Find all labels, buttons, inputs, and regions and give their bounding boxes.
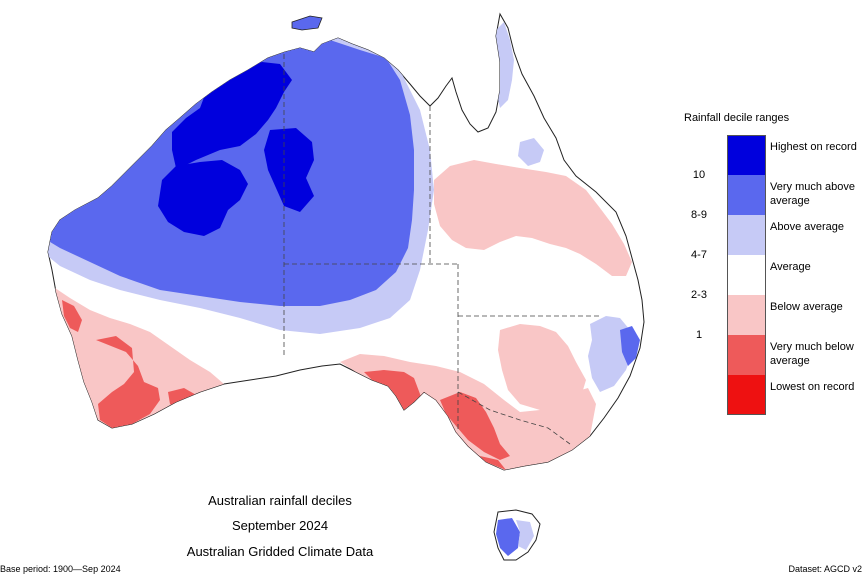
legend-swatch: [727, 375, 766, 415]
legend-swatch: [727, 255, 766, 295]
legend-range: 2-3: [691, 289, 707, 301]
legend-range: 4-7: [691, 249, 707, 261]
legend-row: Average 2-3: [684, 255, 862, 301]
legend-range: 8-9: [691, 209, 707, 221]
legend: Rainfall decile ranges Highest on record…: [684, 112, 862, 415]
legend-row: Very much above average 8-9: [684, 175, 862, 221]
region-very-much-below-average-sw2: [62, 300, 82, 332]
melville-island: [291, 15, 323, 31]
map-period: September 2024: [231, 518, 329, 533]
region-very-much-above-average-tasmania: [496, 518, 520, 556]
legend-row: Highest on record 10: [684, 135, 862, 181]
state-borders: [283, 54, 602, 445]
region-below-average-queensland: [434, 160, 632, 276]
dataset-note: Dataset: AGCD v2: [788, 564, 862, 574]
region-very-much-above-average-east: [620, 326, 640, 366]
legend-rows: Highest on record 10 Very much above avera…: [684, 135, 862, 415]
legend-swatch: [727, 175, 766, 215]
region-above-average-tasmania: [516, 520, 534, 550]
legend-swatch: [727, 295, 766, 335]
region-highest-on-record-2: [158, 160, 248, 236]
legend-range: 10: [692, 169, 706, 181]
region-above-average-qld-coast: [518, 138, 544, 166]
region-below-average-southeast: [498, 324, 586, 410]
legend-label: Very much above average: [770, 181, 855, 207]
legend-label: Below average: [770, 301, 843, 313]
legend-swatch: [727, 335, 766, 375]
region-very-much-below-average-sw: [96, 336, 160, 428]
legend-range: 1: [695, 329, 703, 341]
legend-row: Very much below average: [684, 335, 862, 375]
legend-row: Above average 4-7: [684, 215, 862, 261]
map-title: Australian rainfall deciles: [208, 493, 352, 508]
legend-label: Highest on record: [770, 141, 857, 153]
legend-label: Average: [770, 261, 811, 273]
region-highest-on-record-3: [264, 128, 314, 212]
region-highest-on-record: [160, 62, 292, 190]
region-very-much-below-average-sa: [364, 370, 506, 470]
australia-rainfall-decile-map: [47, 12, 645, 561]
legend-label: Very much below average: [770, 341, 854, 367]
legend-label: Above average: [770, 221, 844, 233]
legend-title: Rainfall decile ranges: [684, 112, 790, 124]
map-source: Australian Gridded Climate Data: [186, 544, 374, 559]
legend-row: Below average 1: [684, 295, 862, 341]
region-very-much-below-average-sa2: [440, 392, 510, 460]
legend-swatch: [727, 135, 766, 175]
legend-row: Lowest on record: [684, 375, 862, 415]
base-period-note: Base period: 1900—Sep 2024: [0, 564, 121, 574]
legend-label: Lowest on record: [770, 381, 855, 393]
legend-swatch: [727, 215, 766, 255]
